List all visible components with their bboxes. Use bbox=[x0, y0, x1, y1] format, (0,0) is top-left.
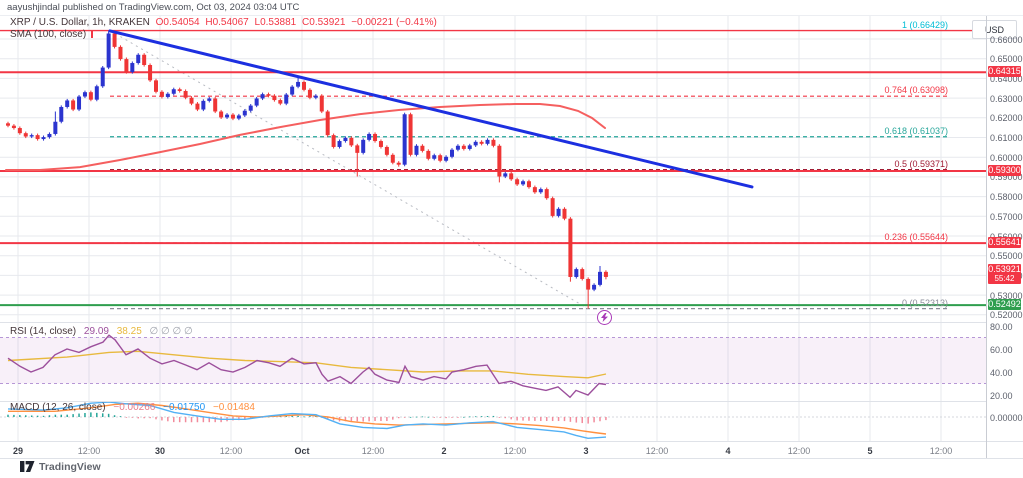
price-tick-label: 0.55000 bbox=[990, 251, 1023, 262]
descending-trendline bbox=[108, 29, 754, 189]
sma-value-marker bbox=[91, 30, 94, 39]
fib-level-label: 0.618 (0.61037) bbox=[884, 125, 948, 136]
rsi-hidden-values: ∅ ∅ ∅ ∅ bbox=[149, 326, 193, 337]
rsi-value: 29.09 bbox=[83, 326, 109, 337]
price-tick-label: 0.62000 bbox=[990, 113, 1023, 124]
symbol-title[interactable]: XRP / U.S. Dollar, 1h, KRAKEN bbox=[10, 17, 150, 28]
time-tick-label: 12:00 bbox=[929, 446, 953, 456]
price-tick-label: 0.53000 bbox=[990, 290, 1023, 301]
time-tick-label: 3 bbox=[583, 446, 589, 456]
rsi-line bbox=[7, 334, 607, 399]
macd-title[interactable]: MACD (12, 26, close) bbox=[10, 402, 106, 413]
rsi-tick-label: 20.00 bbox=[990, 390, 1013, 401]
chart-top-border bbox=[0, 15, 1023, 16]
rsi-title[interactable]: RSI (14, close) bbox=[10, 326, 77, 337]
countdown-timer: 55:42 bbox=[994, 273, 1015, 283]
currency-axis-button[interactable]: USD bbox=[972, 20, 1017, 39]
time-tick-label: 12:00 bbox=[503, 446, 527, 456]
ohlc-change: −0.00221 (−0.41%) bbox=[351, 17, 437, 28]
sma-title[interactable]: SMA (100, close) bbox=[10, 29, 87, 40]
rsi-tick-label: 80.00 bbox=[990, 321, 1013, 332]
rsi-tick-label: 60.00 bbox=[990, 344, 1013, 355]
time-tick-label: 12:00 bbox=[77, 446, 101, 456]
time-axis-border bbox=[0, 441, 1023, 442]
macd-line-value: −0.01750 bbox=[163, 402, 206, 413]
time-tick-label: 29 bbox=[12, 446, 24, 456]
time-tick-label: 12:00 bbox=[787, 446, 811, 456]
tradingview-brand-label: TradingView bbox=[39, 461, 101, 473]
rsi-ma-value: 38.25 bbox=[116, 326, 142, 337]
macd-signal-line bbox=[8, 402, 607, 435]
macd-legend-row[interactable]: MACD (12, 26, close) −0.00266 −0.01750 −… bbox=[10, 402, 255, 413]
fib-level-label: 0.5 (0.59371) bbox=[894, 158, 948, 169]
time-tick-label: 12:00 bbox=[219, 446, 243, 456]
price-tick-label: 0.56000 bbox=[990, 232, 1023, 242]
tradingview-logo-icon bbox=[20, 461, 35, 472]
sma-line bbox=[5, 103, 606, 171]
time-tick-label: 30 bbox=[154, 446, 166, 456]
pane-separator-main-rsi[interactable] bbox=[0, 322, 986, 323]
price-tick-label: 0.60000 bbox=[990, 152, 1023, 163]
macd-tick-label: 0.00000 bbox=[990, 412, 1023, 423]
macd-line bbox=[7, 401, 607, 440]
fib-baseline bbox=[109, 30, 589, 310]
time-tick-label: 2 bbox=[441, 446, 447, 456]
price-tick-label: 0.61000 bbox=[990, 133, 1023, 143]
price-level-badge: 0.64315 bbox=[988, 66, 1021, 78]
symbol-legend-row[interactable]: XRP / U.S. Dollar, 1h, KRAKEN O0.54054 H… bbox=[10, 17, 437, 28]
time-tick-label: 12:00 bbox=[361, 446, 385, 456]
macd-hist-value: −0.00266 bbox=[113, 402, 156, 413]
rsi-tick-label: 40.00 bbox=[990, 367, 1013, 378]
time-tick-label: 5 bbox=[867, 446, 873, 456]
macd-signal-value: −0.01484 bbox=[212, 402, 255, 413]
fib-level-label: 0.236 (0.55644) bbox=[884, 232, 948, 242]
chart-bottom-border bbox=[0, 458, 1023, 459]
price-tick-label: 0.52000 bbox=[990, 310, 1023, 321]
sma-legend-row[interactable]: SMA (100, close) bbox=[10, 29, 94, 40]
price-tick-label: 0.66000 bbox=[990, 34, 1023, 45]
price-tick-label: 0.64000 bbox=[990, 73, 1023, 84]
fib-level-label: 1 (0.66429) bbox=[901, 19, 948, 30]
ohlc-low: L0.53881 bbox=[254, 17, 297, 28]
time-tick-label: Oct bbox=[294, 446, 310, 456]
fib-level-label: 0 (0.52313) bbox=[901, 297, 948, 308]
tradingview-brand[interactable]: TradingView bbox=[20, 461, 101, 473]
time-tick-label: 4 bbox=[725, 446, 731, 456]
price-level-badge: 0.59300 bbox=[988, 164, 1021, 176]
price-tick-label: 0.59000 bbox=[990, 172, 1023, 183]
rsi-band bbox=[0, 337, 986, 384]
fib-level-label: 0.764 (0.63098) bbox=[884, 85, 948, 96]
price-level-badge: 0.52492 bbox=[988, 299, 1021, 311]
time-tick-label: 12:00 bbox=[645, 446, 669, 456]
price-axis-border bbox=[986, 15, 987, 458]
pane-separator-rsi-macd[interactable] bbox=[0, 401, 986, 402]
price-level-badge: 0.55641 bbox=[988, 237, 1021, 249]
price-tick-label: 0.63000 bbox=[990, 93, 1023, 104]
current-price-badge: 0.53921 55:42 bbox=[988, 263, 1021, 284]
ohlc-close: C0.53921 bbox=[302, 17, 346, 28]
ohlc-open: O0.54054 bbox=[155, 17, 200, 28]
price-tick-label: 0.57000 bbox=[990, 211, 1023, 222]
price-tick-label: 0.65000 bbox=[990, 54, 1023, 65]
rsi-legend-row[interactable]: RSI (14, close) 29.09 38.25 ∅ ∅ ∅ ∅ bbox=[10, 326, 193, 337]
idea-marker-icon[interactable] bbox=[597, 310, 612, 325]
ohlc-high: H0.54067 bbox=[205, 17, 249, 28]
candles-layer bbox=[6, 30, 608, 309]
price-tick-label: 0.58000 bbox=[990, 192, 1023, 203]
publish-attribution: aayushjindal published on TradingView.co… bbox=[7, 2, 300, 13]
